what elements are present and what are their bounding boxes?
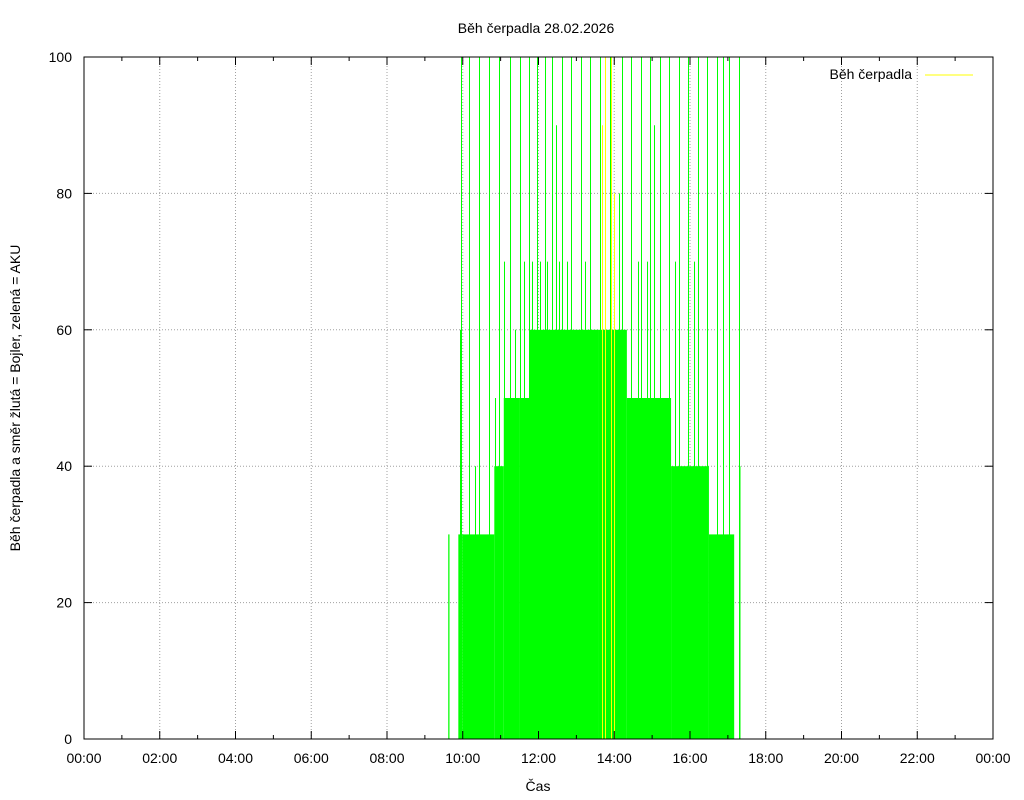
series-block [708, 534, 735, 739]
x-tick-label: 02:00 [142, 750, 177, 766]
series-block [503, 398, 520, 739]
y-tick-label: 100 [49, 49, 73, 65]
series-block [671, 466, 709, 739]
x-tick-label: 20:00 [824, 750, 859, 766]
y-tick-label: 20 [56, 595, 72, 611]
x-tick-label: 14:00 [597, 750, 632, 766]
y-tick-label: 40 [56, 458, 72, 474]
x-tick-label: 00:00 [66, 750, 101, 766]
ticks [83, 56, 994, 740]
x-tick-label: 10:00 [445, 750, 480, 766]
series-block [448, 534, 450, 739]
x-tick-label: 16:00 [672, 750, 707, 766]
x-tick-label: 06:00 [294, 750, 329, 766]
series-block [626, 398, 672, 739]
x-tick-labels: 00:00 02:00 04:00 06:00 08:00 10:00 12:00 14:00… [66, 750, 1010, 766]
x-tick-label: 08:00 [369, 750, 404, 766]
legend: Běh čerpadla [829, 66, 973, 82]
series-block [529, 329, 599, 739]
y-tick-labels: 0 20 40 60 80 100 [49, 49, 73, 747]
x-tick-label: 12:00 [521, 750, 556, 766]
y-tick-label: 0 [64, 731, 72, 747]
legend-label: Běh čerpadla [829, 66, 912, 82]
y-tick-label: 80 [56, 185, 72, 201]
x-tick-label: 18:00 [748, 750, 783, 766]
x-tick-label: 00:00 [975, 750, 1010, 766]
chart-title: Běh čerpadla 28.02.2026 [458, 20, 615, 36]
data-layer [448, 57, 741, 739]
y-tick-label: 60 [56, 322, 72, 338]
y-axis-label: Běh čerpadla a směr žlutá = Bojler, zele… [7, 245, 23, 552]
x-axis-label: Čas [526, 778, 551, 794]
x-tick-label: 04:00 [218, 750, 253, 766]
x-tick-label: 22:00 [900, 750, 935, 766]
